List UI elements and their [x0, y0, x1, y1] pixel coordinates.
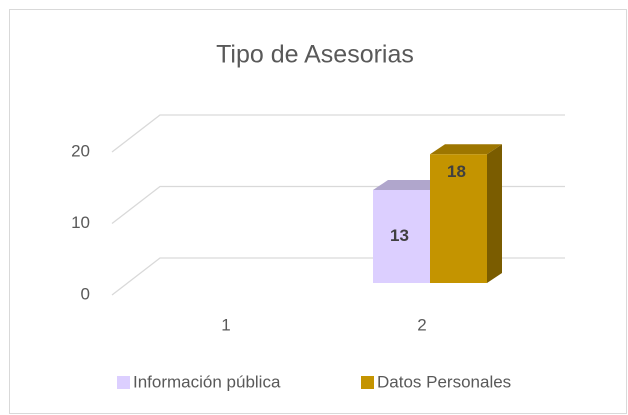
- x-tick-label: 2: [417, 315, 426, 334]
- y-tick-label: 0: [81, 284, 90, 303]
- y-tick-label: 10: [71, 213, 90, 232]
- legend-swatch: [117, 376, 130, 389]
- bar-top: [430, 144, 502, 155]
- data-label: 13: [390, 226, 409, 245]
- chart-border: [9, 9, 627, 414]
- x-tick-label: 1: [221, 315, 230, 334]
- legend-swatch: [361, 376, 374, 389]
- legend-label: Datos Personales: [377, 372, 511, 391]
- bar-front: [373, 190, 430, 283]
- y-tick-label: 20: [71, 141, 90, 160]
- bar-front: [430, 154, 487, 283]
- grid-line: [111, 114, 565, 153]
- bar: [430, 144, 502, 283]
- bar-side: [487, 144, 502, 283]
- legend-label: Información pública: [133, 372, 281, 391]
- bar-top: [373, 180, 445, 191]
- data-label: 18: [447, 162, 466, 181]
- chart-title: Tipo de Asesorias: [216, 41, 414, 69]
